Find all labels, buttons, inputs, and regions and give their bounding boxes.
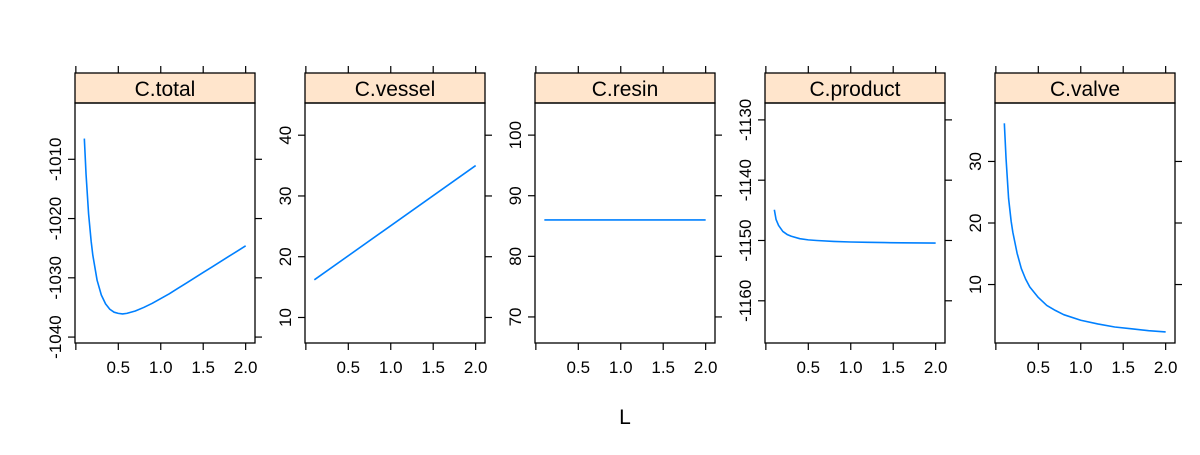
x-tick-label: 2.0	[234, 358, 258, 377]
panel-strip-label: C.product	[809, 78, 900, 101]
panel-strip-label: C.resin	[592, 78, 659, 101]
x-tick-label: 2.0	[924, 358, 948, 377]
panel-frame	[304, 102, 486, 344]
panel-frame	[74, 102, 256, 344]
y-tick-label: 30	[966, 152, 985, 171]
y-tick-label: 10	[966, 275, 985, 294]
x-tick-label: 2.0	[464, 358, 488, 377]
series-line	[83, 138, 247, 315]
x-tick-label: 1.0	[149, 358, 173, 377]
x-tick-label: 0.5	[566, 358, 590, 377]
series-line	[1003, 123, 1166, 333]
y-tick-label: -1160	[736, 280, 755, 322]
y-tick-label: 80	[506, 247, 525, 266]
x-tick-label: 0.5	[336, 358, 360, 377]
panel-c-product: C.product 0.5 1.0 1.5 2.0 -1160 -1150 -1140 -113…	[736, 66, 952, 377]
series-line	[313, 164, 477, 281]
panel-frame	[764, 102, 946, 344]
panel-strip	[534, 72, 716, 104]
panel-c-vessel: C.vessel 0.5 1.0 1.5 2.0 10 20 30 40	[276, 66, 492, 377]
panel-strip	[74, 72, 256, 104]
x-tick-label: 1.0	[1069, 358, 1093, 377]
panel-frame	[994, 102, 1176, 344]
y-tick-label: 90	[506, 186, 525, 205]
x-tick-label: 1.5	[1111, 358, 1135, 377]
x-tick-label: 0.5	[106, 358, 130, 377]
x-tick-label: 1.0	[379, 358, 403, 377]
x-tick-label: 1.5	[881, 358, 905, 377]
y-tick-label: 30	[276, 187, 295, 206]
y-tick-label: 100	[506, 121, 525, 149]
y-tick-label: -1140	[736, 159, 755, 201]
y-tick-label: -1040	[46, 315, 65, 358]
y-tick-label: 70	[506, 307, 525, 326]
y-tick-label: -1130	[736, 99, 755, 141]
panel-c-total: C.total 0.5 1.0 1.5 2.0 -1040 -1030 -1020 -1010	[46, 66, 262, 377]
y-tick-label: -1020	[46, 197, 65, 240]
panel-strip-label: C.vessel	[355, 78, 436, 101]
x-tick-label: 0.5	[796, 358, 820, 377]
x-tick-label: 0.5	[1026, 358, 1050, 377]
x-tick-label: 2.0	[1154, 358, 1178, 377]
panel-frame	[534, 102, 716, 344]
y-tick-label: 40	[276, 126, 295, 145]
y-tick-label: 20	[966, 214, 985, 233]
x-tick-label: 1.5	[651, 358, 675, 377]
x-tick-label: 1.5	[191, 358, 215, 377]
x-axis-label: L	[619, 406, 631, 429]
panel-c-valve: C.valve 0.5 1.0 1.5 2.0 10 20 30	[966, 66, 1182, 377]
x-tick-label: 1.0	[839, 358, 863, 377]
panel-strip	[764, 72, 946, 104]
panel-strip-label: C.total	[135, 78, 196, 101]
y-tick-label: 20	[276, 247, 295, 266]
x-tick-label: 1.5	[421, 358, 445, 377]
y-tick-label: -1010	[46, 138, 65, 181]
y-tick-label: -1150	[736, 219, 755, 261]
y-tick-label: 10	[276, 308, 295, 327]
panel-c-resin: C.resin 0.5 1.0 1.5 2.0 70 80 90 100	[506, 66, 722, 377]
x-tick-label: 2.0	[694, 358, 718, 377]
series-line	[773, 209, 936, 244]
panel-strip-label: C.valve	[1050, 78, 1120, 101]
x-tick-label: 1.0	[609, 358, 633, 377]
y-tick-label: -1030	[46, 256, 65, 299]
panel-strip	[304, 72, 486, 104]
panel-strip	[994, 72, 1176, 104]
